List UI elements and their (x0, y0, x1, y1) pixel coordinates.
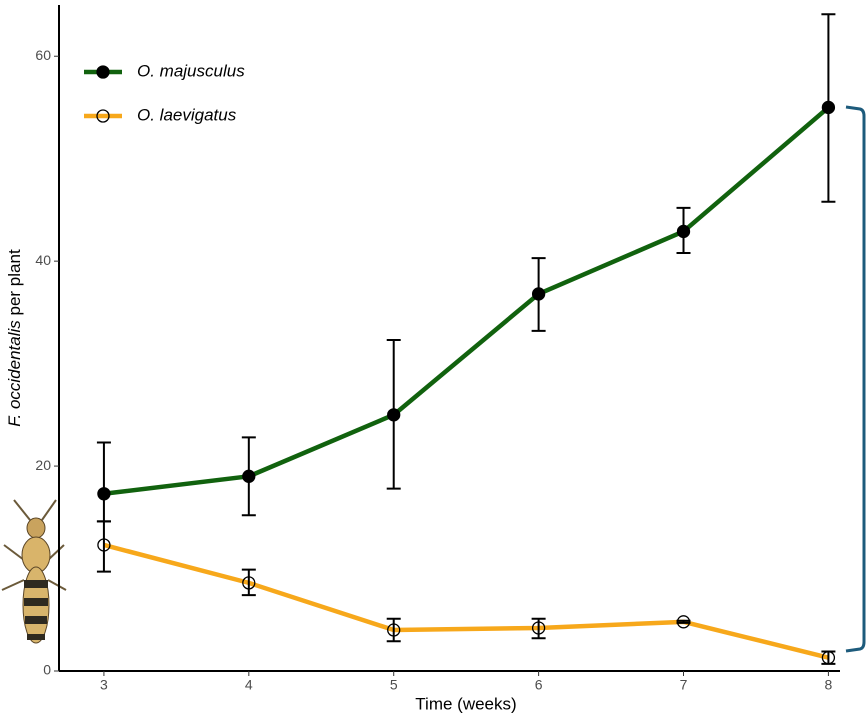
y-tick-label: 40 (35, 252, 51, 268)
bracket (845, 105, 866, 653)
y-label-italic: F. occidentalis (5, 320, 24, 427)
error-bar (241, 568, 256, 597)
data-point (387, 408, 401, 422)
data-point (97, 538, 111, 552)
legend-label: O. majusculus (137, 61, 245, 80)
x-tick-label: 6 (535, 677, 543, 693)
x-axis-label: Time (weeks) (415, 694, 516, 713)
data-point (676, 224, 691, 239)
series (96, 520, 836, 665)
legend-marker (96, 109, 110, 123)
series-line (103, 105, 830, 496)
data-point (531, 287, 546, 301)
series-line (103, 542, 829, 660)
x-tick-label: 4 (245, 677, 253, 693)
x-tick-label: 8 (825, 677, 833, 693)
y-tick-label: 0 (43, 662, 51, 678)
x-tick-label: 5 (390, 677, 398, 693)
x-tick-label: 7 (680, 677, 688, 693)
data-point (242, 469, 256, 483)
data-point (821, 651, 836, 665)
thrips-illustration (1, 499, 67, 644)
data-point (97, 487, 111, 501)
data-point (242, 576, 256, 590)
data-point (531, 621, 546, 635)
legend-label: O. laevigatus (137, 105, 237, 124)
y-axis-label: F. occidentalis per plant (5, 249, 24, 427)
y-tick-label: 20 (35, 457, 51, 473)
error-bar (96, 441, 111, 523)
error-bar (676, 619, 691, 624)
x-tick-label: 3 (100, 677, 108, 693)
error-bar (386, 617, 401, 643)
series (96, 13, 836, 523)
error-bar (96, 520, 111, 573)
y-label-text: per plant (5, 249, 24, 315)
data-point (821, 100, 836, 115)
legend-marker (96, 65, 110, 79)
data-point (676, 615, 691, 629)
data-point (387, 623, 401, 637)
y-tick-label: 60 (35, 47, 51, 63)
